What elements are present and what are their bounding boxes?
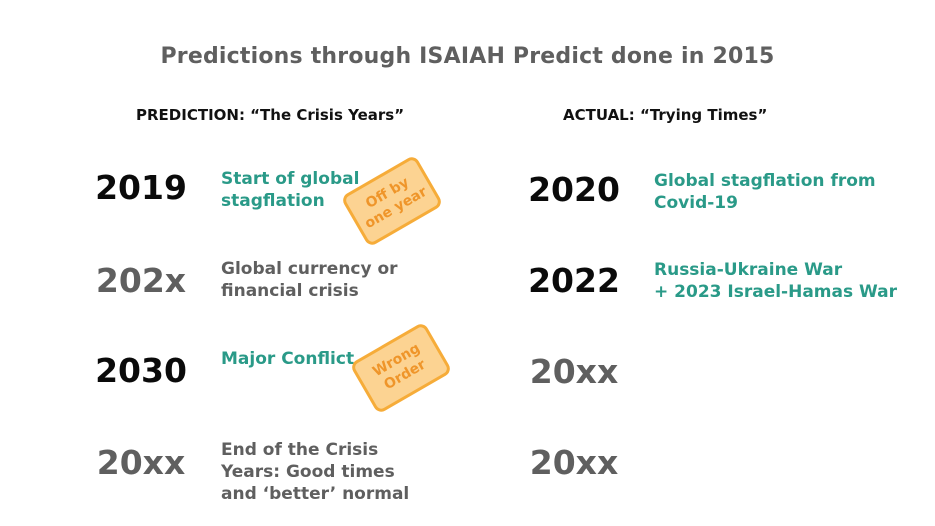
- actual-year: 20xx: [529, 443, 619, 482]
- actual-description: Russia-Ukraine War + 2023 Israel-Hamas W…: [654, 259, 897, 303]
- text-line: + 2023 Israel-Hamas War: [654, 282, 898, 302]
- actual-description: Global stagflation from Covid-19: [654, 170, 876, 214]
- actual-year: 2020: [528, 170, 620, 209]
- prediction-description: Start of global stagflation: [221, 168, 359, 212]
- prediction-description: End of the Crisis Years: Good times and …: [221, 439, 409, 505]
- text-line: and ‘better’ normal: [221, 484, 410, 504]
- text-line: Major Conflict: [221, 349, 355, 369]
- text-line: End of the Crisis: [221, 440, 379, 460]
- actual-heading: ACTUAL: “Trying Times”: [563, 106, 768, 124]
- actual-year: 2022: [528, 261, 620, 300]
- prediction-heading: PREDICTION: “The Crisis Years”: [136, 106, 405, 124]
- text-line: Years: Good times: [221, 462, 395, 482]
- prediction-year: 2030: [95, 351, 187, 390]
- wrong-order-stamp: Wrong Order: [349, 321, 453, 415]
- prediction-year: 202x: [95, 261, 187, 300]
- prediction-year: 20xx: [96, 443, 186, 482]
- prediction-description: Major Conflict: [221, 348, 354, 370]
- text-line: stagflation: [221, 191, 325, 211]
- text-line: Global currency or: [221, 259, 398, 279]
- actual-year: 20xx: [529, 352, 619, 391]
- page-title: Predictions through ISAIAH Predict done …: [160, 44, 775, 69]
- text-line: Russia-Ukraine War: [654, 260, 843, 280]
- prediction-description: Global currency or financial crisis: [221, 258, 398, 302]
- prediction-year: 2019: [95, 168, 187, 207]
- text-line: financial crisis: [221, 281, 359, 301]
- text-line: Start of global: [221, 169, 360, 189]
- text-line: Covid-19: [654, 193, 738, 213]
- text-line: Global stagflation from: [654, 171, 876, 191]
